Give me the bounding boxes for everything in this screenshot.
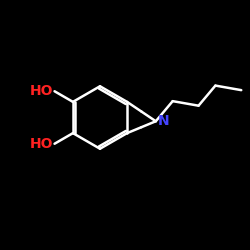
Text: HO: HO — [30, 137, 53, 151]
Text: HO: HO — [30, 84, 53, 98]
Text: N: N — [158, 114, 169, 128]
